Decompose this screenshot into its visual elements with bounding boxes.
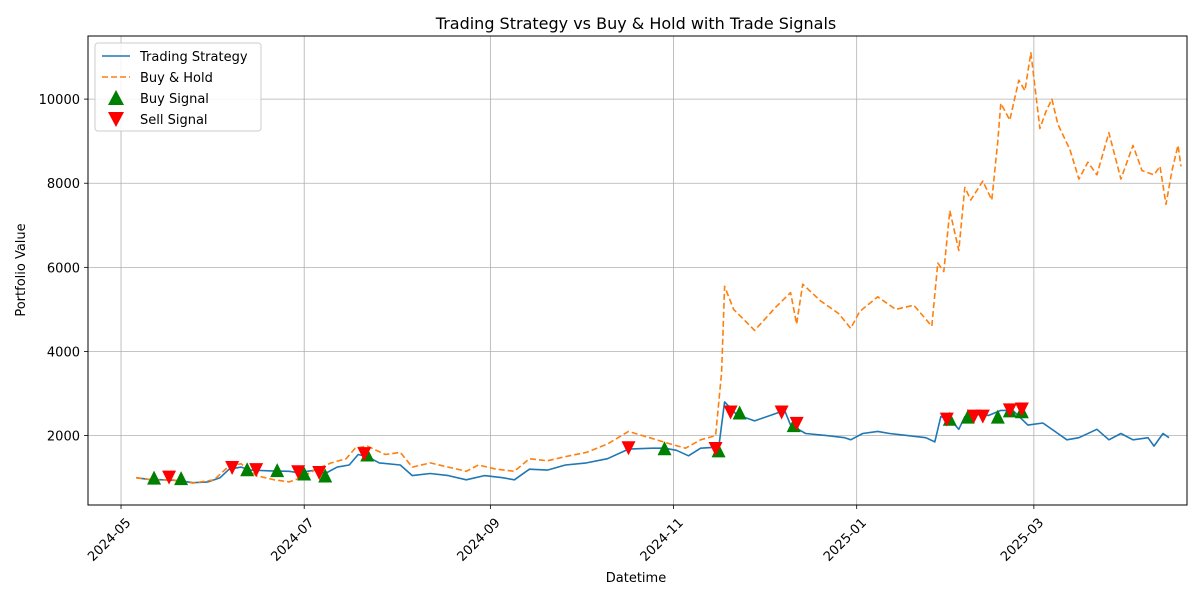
sell-signal-marker <box>225 460 240 475</box>
y-axis-ticks: 2000 4000 6000 8000 10000 <box>39 93 88 445</box>
sell-signal-marker <box>621 441 636 456</box>
buy-signal-marker <box>318 468 333 483</box>
sell-signal-marker <box>312 466 327 481</box>
sell-signal-marker <box>774 405 789 420</box>
legend-marker-buy-signal <box>108 90 124 105</box>
legend-marker-sell-signal <box>108 112 124 127</box>
buy-signal-marker <box>147 470 162 485</box>
y-tick-label: 8000 <box>47 177 80 192</box>
sell-signal-marker <box>708 442 723 457</box>
y-tick-label: 6000 <box>47 261 80 276</box>
buy-signal-marker <box>240 462 255 477</box>
buy-signal-marker <box>657 441 672 456</box>
y-axis-label: Portfolio Value <box>14 223 29 316</box>
sell-signal-marker <box>249 463 264 478</box>
y-tick-label: 10000 <box>39 93 80 108</box>
sell-signal-marker <box>723 405 738 420</box>
legend-label-trading-strategy: Trading Strategy <box>139 50 248 65</box>
buy-signal-marker <box>270 463 285 478</box>
y-tick-label: 2000 <box>47 430 80 445</box>
y-tick-label: 4000 <box>47 345 80 360</box>
legend-label-buy-signal: Buy Signal <box>140 92 209 107</box>
sell-signal-marker <box>162 470 177 485</box>
sell-signal-marker <box>291 465 306 480</box>
buy-signal-marker <box>990 409 1005 424</box>
sell-signal-marker <box>939 412 954 427</box>
buy-signal-marker <box>732 405 747 420</box>
buy-signal-marker <box>960 409 975 424</box>
series-line-buy-hold <box>135 51 1182 484</box>
sell-signal-marker <box>966 409 981 424</box>
legend-label-sell-signal: Sell Signal <box>140 113 208 128</box>
sell-signal-marker <box>1014 402 1029 417</box>
grid <box>88 36 1187 505</box>
legend-label-buy-hold: Buy & Hold <box>140 71 213 86</box>
legend-box <box>94 42 262 132</box>
sell-signal-marker <box>789 416 804 431</box>
sell-signal-marker <box>357 447 372 462</box>
buy-signal-marker <box>297 466 312 481</box>
legend: Trading Strategy Buy & Hold Buy Signal S… <box>94 42 262 132</box>
x-axis-label: Datetime <box>606 571 666 586</box>
chart-title: Trading Strategy vs Buy & Hold with Trad… <box>435 14 836 33</box>
sell-signal-marker <box>975 409 990 424</box>
plot-frame <box>87 35 1188 506</box>
sell-signal-marker <box>1002 403 1017 418</box>
signal-layer <box>147 402 1029 486</box>
buy-signal-marker <box>174 471 189 486</box>
